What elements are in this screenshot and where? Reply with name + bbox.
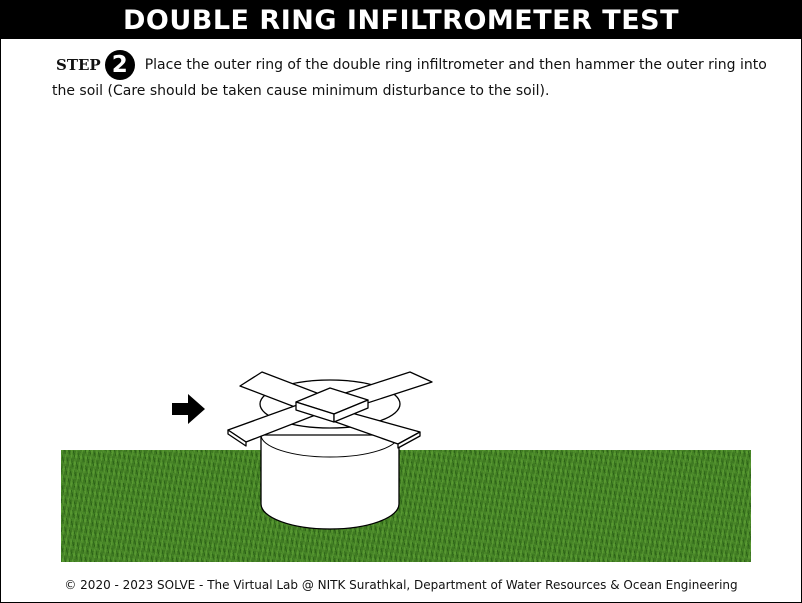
footer-copyright: © 2020 - 2023 SOLVE - The Virtual Lab @ … bbox=[64, 578, 738, 592]
step-instruction: STEP 2 Place the outer ring of the double … bbox=[52, 50, 780, 102]
step-text: Place the outer ring of the double ring … bbox=[52, 57, 767, 99]
hammer-plate[interactable] bbox=[227, 371, 433, 449]
step-number-badge: 2 bbox=[104, 50, 135, 80]
step-label: STEP bbox=[56, 56, 101, 74]
page-title: DOUBLE RING INFILTROMETER TEST bbox=[1, 1, 801, 39]
right-arrow-icon[interactable] bbox=[172, 394, 205, 424]
grass-ground bbox=[61, 450, 751, 562]
